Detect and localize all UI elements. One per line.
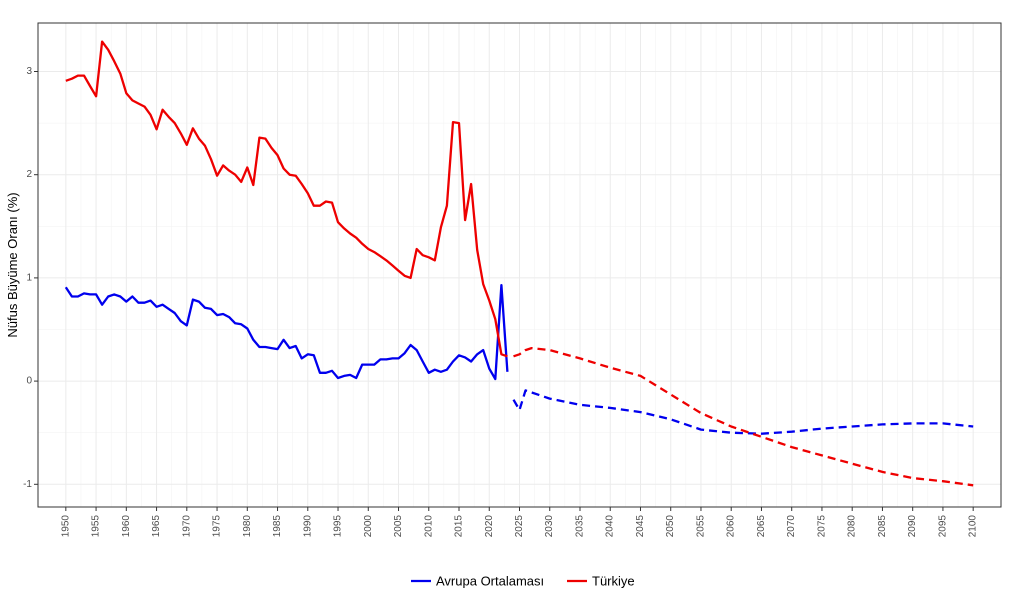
x-tick-label: 1970 [181,515,192,538]
x-tick-label: 2015 [454,515,465,538]
x-tick-label: 2030 [544,515,555,538]
x-tick-label: 2055 [695,515,706,538]
x-tick-label: 1965 [151,515,162,538]
x-tick-label: 2045 [635,515,646,538]
x-tick-label: 2085 [877,515,888,538]
x-tick-label: 2070 [786,515,797,538]
x-tick-label: 1975 [212,515,223,538]
x-tick-label: 2000 [363,515,374,538]
y-tick-label: -1 [23,479,32,490]
x-axis: 1950 1955 1960 1965 1970 1975 1980 1985 1990 1995… [60,507,979,538]
y-tick-label: 0 [26,376,32,387]
series-layer [64,40,974,487]
x-tick-label: 2095 [937,515,948,538]
x-tick-label: 1980 [242,515,253,538]
y-axis: -1 0 1 2 3 [23,66,38,490]
grid-minor [38,23,1001,507]
grid-major [38,23,1001,507]
y-axis-title: Nüfus Büyüme Oranı (%) [5,192,20,337]
x-tick-label: 2060 [726,515,737,538]
x-tick-label: 2035 [574,515,585,538]
x-tick-label: 2075 [816,515,827,538]
legend-label-turkey: Türkiye [592,574,635,589]
x-tick-label: 1985 [272,515,283,538]
x-tick-label: 2065 [756,515,767,538]
x-tick-label: 1995 [333,515,344,538]
legend: Avrupa Ortalaması Türkiye [411,574,635,589]
x-tick-label: 2020 [484,515,495,538]
series-line-turkey-projection [513,346,974,487]
legend-label-europe: Avrupa Ortalaması [436,574,544,589]
x-tick-label: 2010 [423,515,434,538]
x-tick-label: 1990 [302,515,313,538]
series-line-turkey-historical [65,40,508,358]
x-tick-label: 2090 [907,515,918,538]
y-tick-label: 3 [26,66,32,77]
x-tick-label: 1950 [60,515,71,538]
x-tick-label: 2040 [605,515,616,538]
x-tick-label: 2100 [968,515,979,538]
series-line-europe-historical [64,283,509,381]
x-tick-label: 2005 [393,515,404,538]
series-line-europe-projection [512,389,974,435]
x-tick-label: 1960 [121,515,132,538]
x-tick-label: 2050 [665,515,676,538]
y-tick-label: 2 [26,169,32,180]
x-tick-label: 2080 [847,515,858,538]
x-tick-label: 1955 [91,515,102,538]
x-tick-label: 2025 [514,515,525,538]
y-tick-label: 1 [26,272,32,283]
